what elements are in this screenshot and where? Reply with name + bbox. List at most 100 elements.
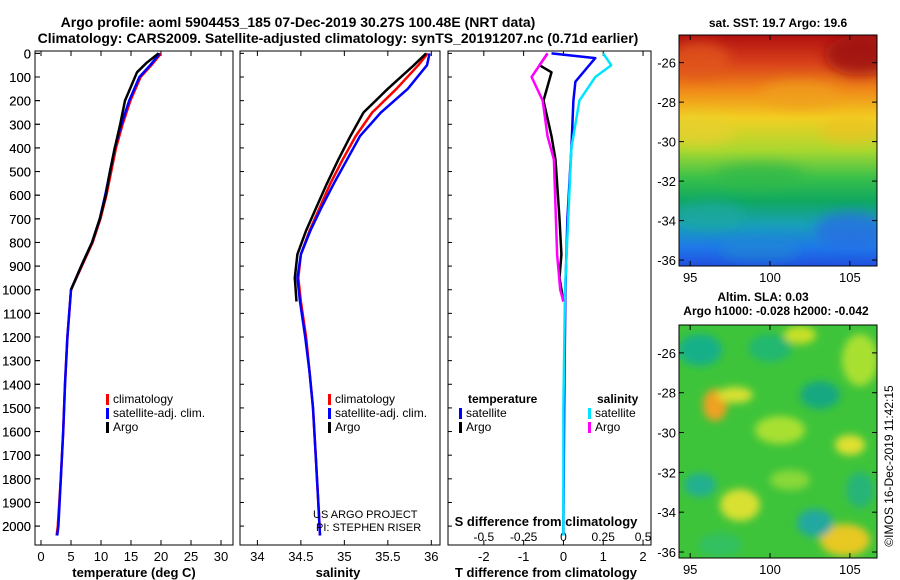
y-tick-label: 1600	[2, 425, 31, 440]
temperature-axis-label: temperature (deg C)	[72, 565, 196, 580]
x-tick-label: 0	[37, 549, 44, 564]
legend-s-satellite-swatch	[588, 408, 591, 419]
y-tick-label: 1700	[2, 448, 31, 463]
y-tick-label: 400	[9, 141, 31, 156]
y-tick-label: 2000	[2, 519, 31, 534]
x-tick-label: 35	[337, 549, 351, 564]
salinity-plot-frame	[239, 50, 441, 546]
x-tick-label: 20	[154, 549, 168, 564]
y-tick-label: 1400	[2, 377, 31, 392]
legend-t-satellite-swatch	[459, 408, 462, 419]
legend-argo-label: Argo	[113, 420, 139, 434]
sla-map-frame	[678, 324, 878, 559]
y-tick-label: 1200	[2, 330, 31, 345]
legend-satellite-swatch	[106, 408, 109, 419]
y-tick-label: 1000	[2, 283, 31, 298]
x-tick-label: 0	[560, 549, 567, 564]
s-tick-label: -0.25	[510, 530, 538, 544]
difference-series	[530, 52, 613, 536]
sla-heatmap	[679, 325, 877, 558]
y-tick-label: 300	[9, 117, 31, 132]
legend-t-satellite-label: satellite	[466, 406, 507, 420]
s-difference-axis-label: S difference from climatology	[455, 514, 639, 529]
y-tick-label: 500	[9, 165, 31, 180]
sla-map-panel: Altim. SLA: 0.03 Argo h1000: -0.028 h200…	[657, 290, 878, 577]
y-tick-label: 800	[9, 235, 31, 250]
series-line-satellite-adj-clim-	[296, 53, 431, 536]
legend-argo-swatch	[328, 422, 331, 433]
y-tick-label: 1900	[2, 495, 31, 510]
difference-legend: temperature salinity satellite Argo sate…	[459, 392, 639, 434]
sla-map-title-line1: Altim. SLA: 0.03	[717, 290, 809, 304]
sst-map-frame	[678, 34, 878, 267]
map-y-tick-label: -26	[657, 346, 676, 361]
map-y-tick-label: -34	[657, 505, 676, 520]
depth-axis-ticks: 0 100 200 300 400 500 600 700 800 900 1000 1100 1200…	[2, 46, 40, 534]
y-tick-label: 900	[9, 259, 31, 274]
legend-s-argo-label: Argo	[595, 420, 621, 434]
sst-heatmap	[679, 35, 877, 266]
temperature-axis-ticks: 0 5 10 15 20 25 300100200300400500600700800900…	[2, 46, 228, 564]
map-y-tick-label: -32	[657, 465, 676, 480]
legend-climatology-swatch	[328, 394, 331, 405]
y-tick-label: 200	[9, 94, 31, 109]
map-y-tick-label: -36	[657, 253, 676, 268]
difference-plot-frame	[447, 50, 652, 546]
y-tick-label: 200	[9, 94, 31, 109]
legend-t-argo-label: Argo	[466, 420, 492, 434]
map-y-tick-label: -34	[657, 214, 676, 229]
y-tick-label: 1600	[2, 425, 31, 440]
map-y-tick-label: -32	[657, 174, 676, 189]
y-tick-label: 1400	[2, 377, 31, 392]
legend-satellite-label: satellite-adj. clim.	[113, 406, 205, 420]
sst-map-panel: sat. SST: 19.7 Argo: 19.6 95 100 105 -26 -28…	[657, 16, 878, 285]
map-y-tick-label: -26	[657, 56, 676, 71]
legend-temperature-title: temperature	[468, 392, 538, 406]
x-tick-label: 30	[214, 549, 228, 564]
y-tick-label: 800	[9, 235, 31, 250]
map-y-tick-label: -28	[657, 386, 676, 401]
x-tick-label: 25	[184, 549, 198, 564]
sst-map-title: sat. SST: 19.7 Argo: 19.6	[709, 16, 848, 30]
temperature-plot-frame	[34, 50, 234, 546]
y-tick-label: 1800	[2, 472, 31, 487]
map-y-tick-label: -30	[657, 135, 676, 150]
figure-title-line2: Climatology: CARS2009. Satellite-adjuste…	[38, 30, 639, 46]
y-tick-label: 1100	[3, 306, 31, 321]
y-tick-label: 1500	[2, 401, 31, 416]
map-x-tick-label: 100	[759, 562, 781, 577]
x-tick-label: 1	[600, 549, 607, 564]
y-tick-label: 1300	[2, 354, 31, 369]
sla-texture	[679, 326, 877, 557]
map-x-tick-label: 100	[759, 270, 781, 285]
figure-title-line1: Argo profile: aoml 5904453_185 07-Dec-20…	[61, 14, 536, 30]
map-y-tick-label: -30	[657, 426, 676, 441]
series-line-s-argo	[530, 52, 565, 302]
difference-panel: -2 -1 0 1 2 -0.5 -0.25 0 0.25 0.5 T difference f…	[447, 50, 652, 580]
x-tick-label: 34.5	[288, 549, 313, 564]
x-tick-label: 15	[124, 549, 138, 564]
legend-climatology-swatch	[106, 394, 109, 405]
x-tick-label: 34	[250, 549, 264, 564]
y-tick-label: 1900	[2, 495, 31, 510]
salinity-series	[293, 52, 431, 536]
x-tick-label: -2	[478, 549, 490, 564]
salinity-panel: 34 34.5 35 35.5 36 salinity climatology sate…	[239, 50, 441, 580]
imos-credit: ©IMOS 16-Dec-2019 11:42:15	[882, 385, 896, 547]
y-tick-label: 500	[9, 165, 31, 180]
y-tick-label: 100	[9, 70, 31, 85]
legend-t-argo-swatch	[459, 422, 462, 433]
x-tick-label: 35.5	[375, 549, 400, 564]
y-tick-label: 1800	[2, 472, 31, 487]
y-tick-label: 100	[9, 70, 31, 85]
temperature-series	[55, 52, 162, 536]
x-tick-label: 2	[639, 549, 646, 564]
y-tick-label: 700	[9, 212, 31, 227]
s-difference-axis-ticks: -0.5 -0.25 0 0.25 0.5	[473, 530, 651, 544]
y-tick-label: 600	[9, 188, 31, 203]
legend-s-argo-swatch	[588, 422, 591, 433]
y-tick-label: 1300	[2, 354, 31, 369]
y-tick-label: 0	[24, 46, 31, 61]
salinity-legend: climatology satellite-adj. clim. Argo	[328, 392, 427, 434]
